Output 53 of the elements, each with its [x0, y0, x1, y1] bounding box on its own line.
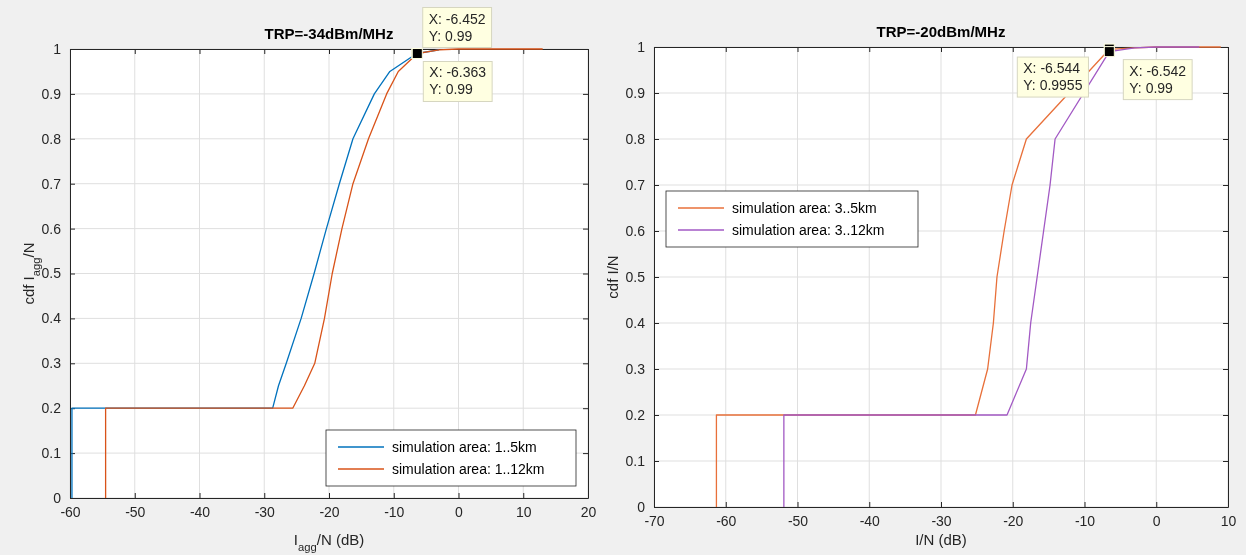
x-tick-label: 0 [1152, 512, 1161, 529]
y-tick-label: 0.9 [625, 84, 646, 101]
x-tick-label: -40 [859, 512, 881, 529]
chart-title: TRP=-20dBm/MHz [876, 23, 1006, 40]
y-tick-label: 0.7 [625, 176, 646, 193]
x-tick-label: 10 [515, 503, 532, 520]
annotation: X: -6.542 Y: 0.99 [1129, 62, 1187, 96]
x-axis-title: I/N (dB) [915, 531, 967, 548]
y-axis-title: cdf I/N [604, 255, 621, 299]
x-tick-label: -20 [319, 503, 340, 520]
y-tick-label: 0.4 [625, 314, 646, 331]
annotation: X: -6.452 Y: 0.99 [428, 10, 486, 44]
annotation: X: -6.363 Y: 0.99 [429, 64, 487, 98]
y-tick-label: 0.4 [41, 310, 62, 327]
y-tick-label: 0.2 [41, 400, 62, 417]
y-tick-label: 0.7 [41, 175, 62, 192]
x-tick-label: -60 [60, 503, 81, 520]
x-tick-label: -50 [787, 512, 809, 529]
x-tick-label: 0 [455, 503, 464, 520]
annotation: X: -6.544 Y: 0.9955 [1023, 60, 1083, 94]
x-tick-label: -10 [384, 503, 405, 520]
y-tick-label: 0.8 [41, 130, 62, 147]
y-tick-label: 1 [53, 40, 62, 57]
x-tick-label: -70 [644, 512, 665, 529]
x-axis-title: I$_{agg}$/N (dB) [293, 531, 365, 553]
x-tick-label: -50 [125, 503, 146, 520]
x-tick-label: -40 [189, 503, 211, 520]
y-tick-label: 0 [53, 489, 62, 506]
y-tick-label: 0.5 [41, 265, 62, 282]
x-tick-label: -20 [1003, 512, 1024, 529]
line-series [104, 47, 544, 499]
y-tick-label: 0.1 [41, 445, 62, 462]
y-tick-label: 0.2 [625, 406, 646, 423]
y-tick-label: 0.5 [625, 268, 646, 285]
chart-title: TRP=-34dBm/MHz [264, 25, 394, 42]
y-tick-label: 0.9 [41, 85, 62, 102]
y-tick-label: 0.8 [625, 130, 646, 147]
x-tick-label: -60 [716, 512, 737, 529]
y-tick-label: 1 [637, 38, 646, 55]
x-tick-label: -30 [931, 512, 952, 529]
x-tick-label: -10 [1074, 512, 1096, 529]
legend-label: simulation area: 3..5km [732, 200, 877, 216]
x-tick-label: -30 [254, 503, 276, 520]
x-tick-label: 10 [1220, 512, 1237, 529]
y-tick-label: 0.3 [41, 355, 62, 372]
legend-label: simulation area: 1..5km [392, 439, 537, 455]
x-tick-label: 20 [580, 503, 597, 520]
legend-label: simulation area: 3..12km [732, 222, 885, 238]
y-tick-label: 0.6 [625, 222, 646, 239]
y-tick-label: 0.6 [41, 220, 62, 237]
y-tick-label: 0.3 [625, 360, 646, 377]
legend-label: simulation area: 1..12km [392, 461, 545, 477]
y-tick-label: 0.1 [625, 452, 646, 469]
